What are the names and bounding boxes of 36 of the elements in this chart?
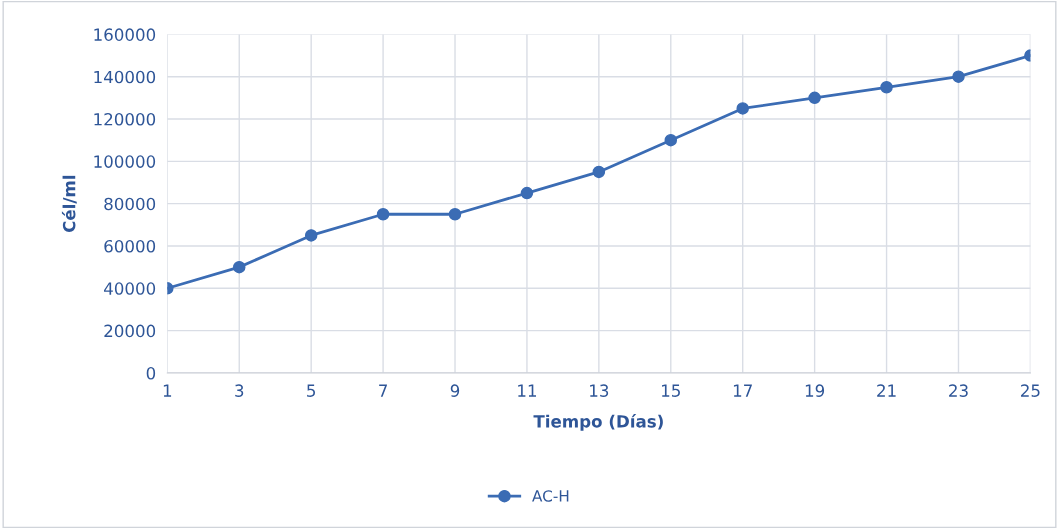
x-tick-label: 7 — [379, 384, 387, 397]
y-axis-title: Cél/ml — [61, 175, 77, 233]
y-tick-label: 80000 — [104, 197, 156, 211]
legend-label: AC-H — [532, 490, 569, 502]
point — [304, 229, 318, 242]
point — [880, 81, 893, 94]
x-tick-label: 19 — [805, 384, 825, 397]
y-tick-label: 120000 — [94, 112, 156, 126]
x-tick-label: 3 — [235, 384, 244, 397]
y-tick-label: 0 — [146, 366, 156, 380]
x-tick-label: 9 — [450, 384, 460, 397]
x-tick-label: 25 — [1021, 384, 1040, 397]
point — [520, 186, 534, 200]
point — [736, 102, 749, 115]
point — [376, 207, 390, 221]
y-tick-label: 100000 — [94, 155, 156, 168]
x-tick-label: 11 — [518, 384, 537, 397]
point — [592, 165, 606, 179]
x-tick-label: 23 — [949, 384, 968, 397]
point — [664, 133, 678, 147]
x-tick-label: 5 — [307, 384, 316, 397]
y-tick-label: 140000 — [94, 70, 156, 84]
x-tick-label: 17 — [733, 384, 752, 397]
y-tick-label: 160000 — [94, 28, 156, 41]
point — [232, 260, 246, 274]
y-tick-label: 20000 — [104, 324, 156, 338]
point — [808, 91, 821, 105]
point — [448, 207, 462, 221]
y-tick-label: 40000 — [104, 282, 156, 295]
x-tick-label: 1 — [163, 384, 172, 397]
y-tick-label: 60000 — [104, 239, 156, 253]
x-tick-label: 21 — [877, 384, 896, 397]
x-axis-title: Tiempo (Días) — [533, 414, 663, 431]
point — [952, 70, 965, 83]
x-tick-label: 13 — [590, 384, 609, 397]
x-tick-label: 15 — [662, 384, 680, 397]
